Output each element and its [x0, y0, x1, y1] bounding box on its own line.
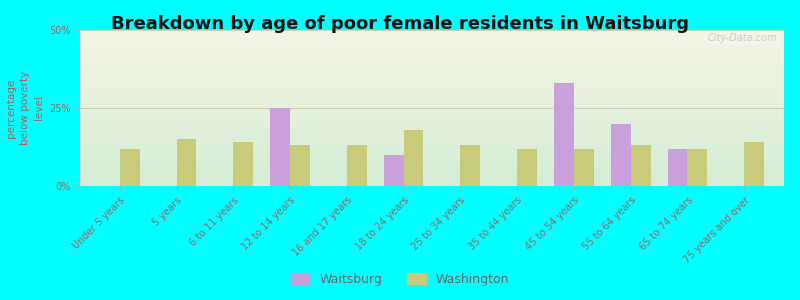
Bar [517, 148, 537, 186]
Bar [177, 139, 196, 186]
Y-axis label: percentage
below poverty
level: percentage below poverty level [6, 71, 44, 145]
Bar [630, 146, 650, 186]
Bar [270, 108, 290, 186]
Bar [404, 130, 423, 186]
Bar [384, 155, 404, 186]
Bar [347, 146, 366, 186]
Bar [460, 146, 480, 186]
Bar [554, 83, 574, 186]
Bar [290, 146, 310, 186]
Text: Breakdown by age of poor female residents in Waitsburg: Breakdown by age of poor female resident… [111, 15, 689, 33]
Bar [668, 148, 687, 186]
Bar [611, 124, 630, 186]
Legend: Waitsburg, Washington: Waitsburg, Washington [286, 268, 514, 291]
Bar [234, 142, 253, 186]
Bar [744, 142, 764, 186]
Text: City-Data.com: City-Data.com [707, 33, 777, 43]
Bar [120, 148, 140, 186]
Bar [574, 148, 594, 186]
Bar [687, 148, 707, 186]
